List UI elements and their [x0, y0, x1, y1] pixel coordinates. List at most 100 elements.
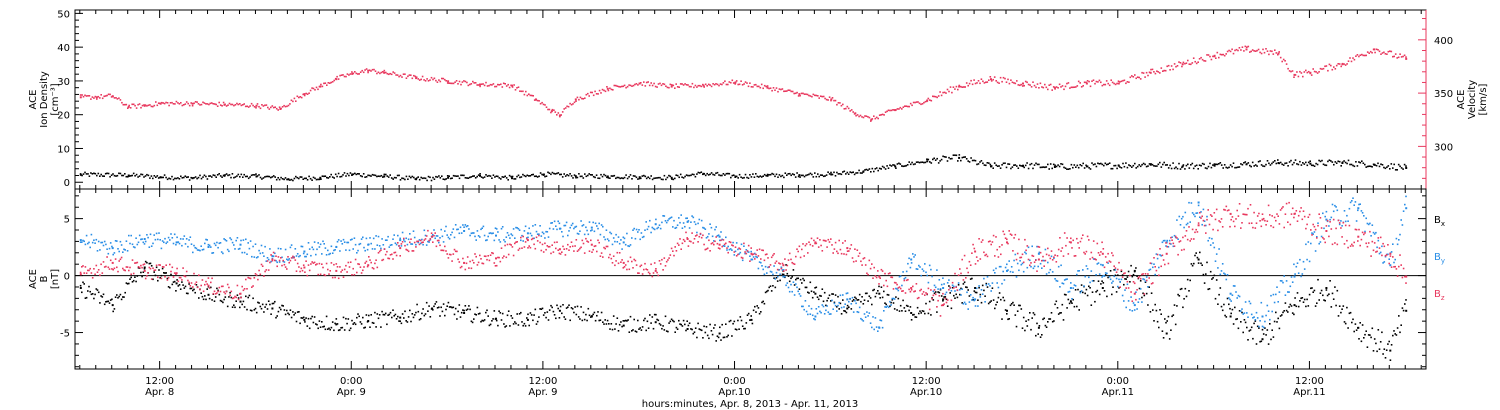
data-point [710, 85, 713, 88]
data-point [150, 278, 153, 280]
data-point [1223, 54, 1226, 57]
data-point [316, 263, 318, 265]
data-point [974, 298, 977, 301]
data-point [516, 87, 518, 89]
data-point [281, 256, 283, 259]
data-point [440, 249, 442, 252]
data-point [1404, 203, 1406, 206]
data-point [1088, 167, 1090, 169]
data-point [1390, 163, 1393, 165]
data-point [585, 93, 588, 96]
data-point [573, 311, 575, 314]
data-point [1369, 165, 1372, 168]
data-point [572, 177, 574, 179]
data-point [826, 299, 828, 302]
data-point [276, 265, 278, 268]
data-point [807, 291, 809, 294]
data-point [1294, 159, 1297, 161]
data-point [1217, 303, 1219, 305]
data-point [99, 97, 101, 99]
data-point [1335, 162, 1338, 164]
data-point [898, 310, 901, 312]
data-point [216, 105, 219, 107]
data-point [387, 257, 389, 260]
data-point [406, 249, 409, 251]
data-point [172, 276, 175, 278]
data-point [147, 236, 149, 239]
data-point [936, 96, 938, 99]
data-point [890, 109, 893, 112]
data-point [243, 103, 245, 105]
data-point [252, 174, 254, 176]
data-point [284, 248, 287, 251]
data-point [1358, 203, 1360, 206]
data-point [538, 233, 540, 235]
data-point [1009, 304, 1012, 307]
data-point [454, 81, 456, 83]
data-point [1054, 278, 1056, 280]
series-s1 [79, 45, 1408, 122]
data-point [356, 316, 358, 319]
data-point [1161, 241, 1164, 244]
data-point [727, 172, 729, 175]
data-point [235, 239, 237, 242]
data-point [325, 254, 328, 256]
data-point [1103, 164, 1105, 167]
y-tick-label: 20 [57, 111, 70, 122]
data-point [175, 243, 177, 246]
data-point [422, 243, 424, 246]
data-point [124, 103, 126, 106]
y-tick-label: 0 [64, 272, 70, 283]
data-point [522, 240, 524, 242]
data-point [246, 253, 248, 255]
data-point [980, 78, 983, 80]
data-point [612, 175, 614, 177]
data-point [1290, 159, 1292, 162]
data-point [600, 173, 602, 176]
data-point [403, 237, 405, 240]
data-point [726, 249, 728, 251]
data-point [1084, 275, 1086, 278]
data-point [585, 313, 587, 316]
data-point [181, 281, 183, 283]
data-point [248, 247, 251, 250]
data-point [270, 106, 272, 109]
data-point [713, 174, 716, 176]
data-point [570, 224, 573, 227]
data-point [452, 174, 455, 177]
data-point [1136, 275, 1138, 277]
data-point [1314, 305, 1317, 307]
data-point [1047, 163, 1049, 166]
data-point [560, 114, 562, 116]
data-point [1021, 85, 1024, 87]
data-point [404, 178, 406, 181]
data-point [228, 102, 231, 105]
data-point [1094, 163, 1096, 165]
data-point [945, 298, 948, 301]
data-point [392, 238, 394, 240]
data-point [879, 297, 881, 299]
data-point [1024, 164, 1027, 167]
data-point [727, 334, 729, 337]
data-point [99, 274, 101, 276]
data-point [713, 327, 715, 329]
data-point [378, 245, 381, 247]
data-point [143, 263, 146, 265]
data-point [199, 249, 201, 252]
data-point [840, 104, 843, 107]
data-point [718, 174, 720, 176]
data-point [87, 290, 89, 292]
data-point [123, 248, 125, 251]
data-point [526, 237, 528, 240]
data-point [323, 325, 325, 328]
data-point [984, 295, 986, 297]
data-point [654, 223, 657, 226]
data-point [908, 105, 910, 108]
data-point [558, 227, 561, 230]
data-point [1259, 51, 1261, 54]
data-point [545, 230, 547, 233]
data-point [932, 158, 934, 161]
data-point [764, 265, 767, 268]
data-point [404, 310, 406, 313]
